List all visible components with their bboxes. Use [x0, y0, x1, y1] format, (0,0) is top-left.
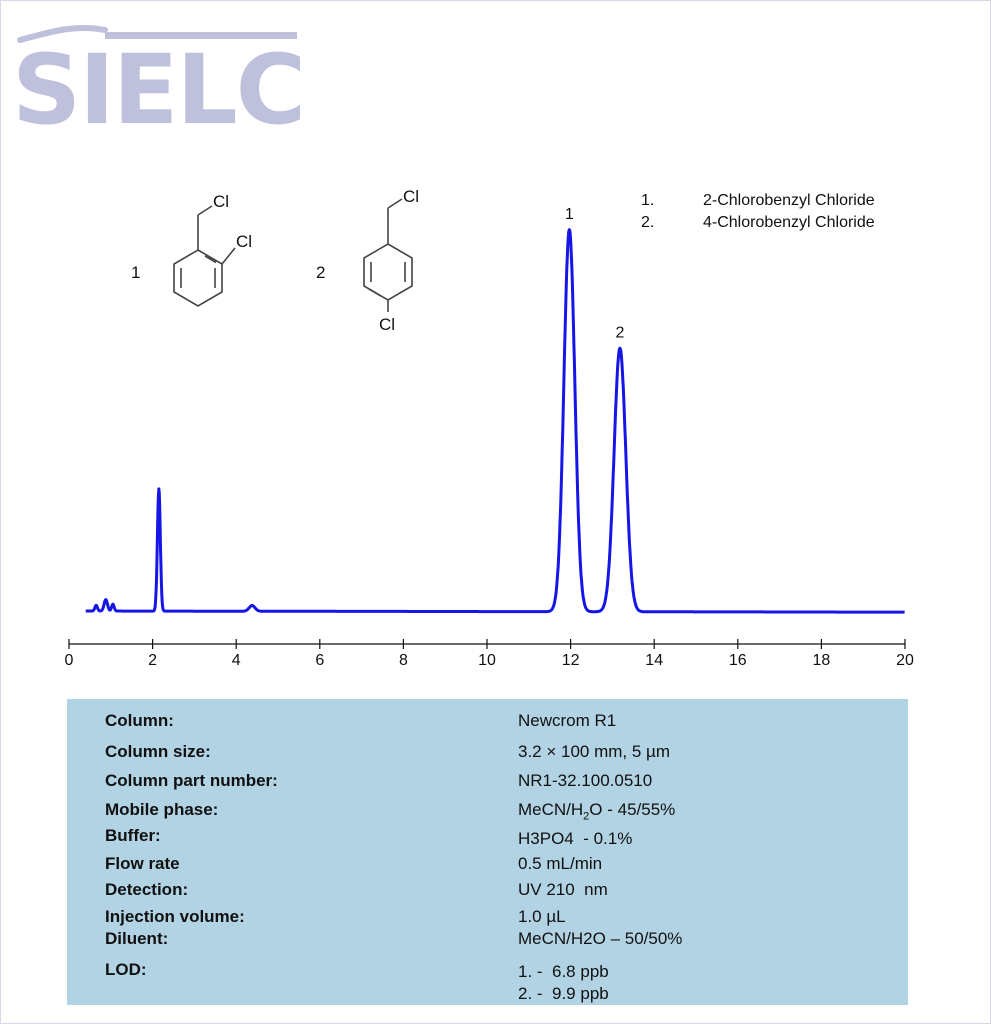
param-value: 3.2 × 100 mm, 5 µm — [518, 742, 670, 761]
structure-4-chlorobenzyl-chloride — [363, 198, 413, 312]
logo-text: SIELC — [12, 34, 304, 130]
legend-num-1: 1. — [641, 192, 654, 209]
param-label: Column part number: — [105, 771, 278, 790]
x-tick-label: 0 — [65, 652, 74, 669]
structure-2-chlorobenzyl-chloride — [173, 205, 236, 307]
sielc-logo: SIELC — [12, 24, 306, 130]
param-label: Column size: — [105, 742, 211, 761]
x-tick-label: 14 — [645, 652, 663, 669]
legend-name-2: 4-Chlorobenzyl Chloride — [703, 214, 875, 231]
param-label: Detection: — [105, 880, 189, 899]
param-value: 0.5 mL/min — [518, 854, 603, 873]
chromatogram: 1 Cl Cl 2 Cl Cl 1. 2-Chlorobenzyl Chlori… — [65, 187, 914, 669]
ring-cl-bond — [221, 247, 236, 265]
structure-2-cl-bottom: Cl — [379, 315, 395, 334]
peak-label: 2 — [615, 324, 624, 341]
param-label: Column: — [105, 711, 174, 730]
param-value: H3PO4 - 0.1% — [518, 829, 633, 848]
structure-1-cl-ring: Cl — [236, 232, 252, 251]
structure-1-number: 1 — [131, 263, 140, 282]
legend: 1. 2-Chlorobenzyl Chloride 2. 4-Chlorobe… — [641, 192, 875, 231]
chromatogram-trace — [84, 228, 906, 614]
legend-num-2: 2. — [641, 214, 654, 231]
ch2cl-bond — [387, 198, 403, 209]
x-tick-label: 6 — [315, 652, 324, 669]
param-value-2: 2. - 9.9 ppb — [518, 984, 609, 1003]
structure-1-cl-top: Cl — [213, 192, 229, 211]
param-label: Diluent: — [105, 929, 169, 948]
legend-name-1: 2-Chlorobenzyl Chloride — [703, 192, 875, 209]
x-tick-label: 10 — [478, 652, 496, 669]
x-tick-label: 2 — [148, 652, 157, 669]
logo-swoosh — [17, 24, 108, 43]
structure-2-cl-top: Cl — [403, 187, 419, 206]
param-label: Mobile phase: — [105, 800, 219, 819]
logo-bar — [105, 32, 297, 39]
param-value: 1.0 µL — [518, 907, 566, 926]
param-label: Buffer: — [105, 826, 161, 845]
ch2cl-bond — [197, 205, 213, 216]
param-label: Flow rate — [105, 854, 180, 873]
param-value: NR1-32.100.0510 — [518, 771, 653, 790]
x-tick-label: 4 — [232, 652, 241, 669]
param-value-1: 1. - 6.8 ppb — [518, 962, 609, 981]
x-tick-label: 20 — [896, 652, 914, 669]
x-tick-label: 16 — [729, 652, 747, 669]
peak-label: 1 — [565, 206, 574, 223]
x-tick-label: 8 — [399, 652, 408, 669]
param-value: MeCN/H2O – 50/50% — [518, 929, 683, 948]
param-label: LOD: — [105, 960, 147, 979]
param-value: Newcrom R1 — [518, 711, 617, 730]
method-parameters-panel: Column: Newcrom R1 Column size: 3.2 × 10… — [67, 699, 908, 1005]
x-tick-label: 18 — [813, 652, 831, 669]
param-value: MeCN/H2O - 45/55% — [518, 800, 676, 823]
param-label: Injection volume: — [105, 907, 245, 926]
x-tick-label: 12 — [562, 652, 580, 669]
structure-2-number: 2 — [316, 263, 325, 282]
param-value: UV 210 nm — [518, 880, 608, 899]
